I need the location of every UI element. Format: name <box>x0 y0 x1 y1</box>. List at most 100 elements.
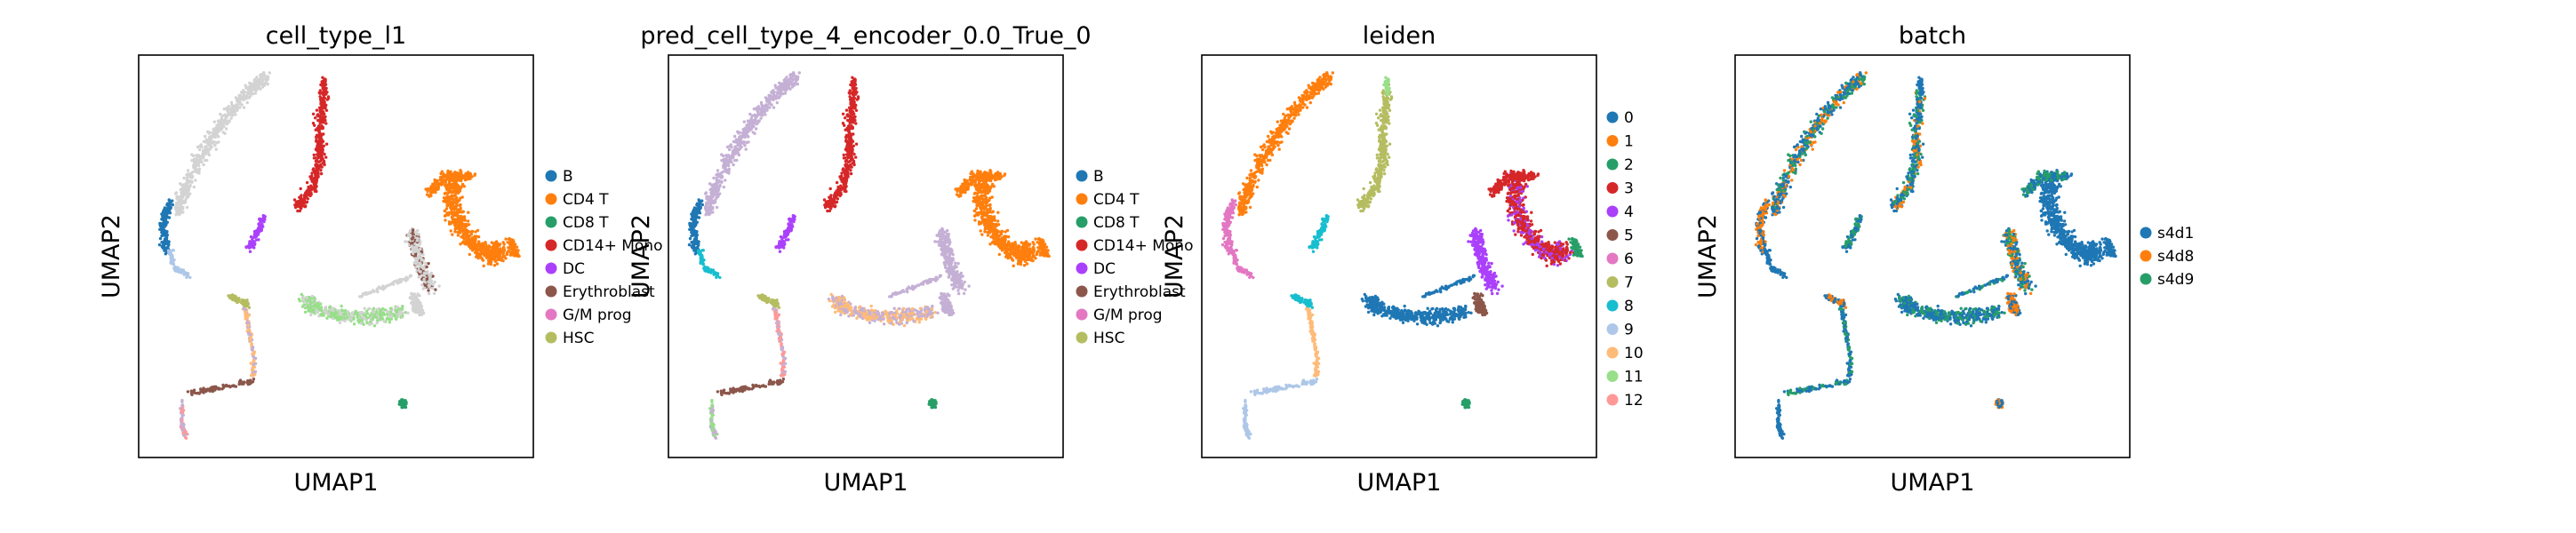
data-point <box>486 251 491 255</box>
data-point <box>782 78 786 83</box>
data-point <box>319 116 323 121</box>
data-point <box>352 317 356 321</box>
data-point <box>257 222 260 226</box>
data-point <box>416 238 420 243</box>
legend-marker <box>545 331 557 344</box>
data-point <box>176 268 180 273</box>
data-point <box>318 306 322 311</box>
data-point <box>788 81 792 85</box>
data-point <box>310 294 315 298</box>
data-point <box>380 312 385 315</box>
data-point <box>712 183 716 187</box>
data-point <box>311 168 315 171</box>
data-point <box>220 122 223 125</box>
data-point <box>186 390 190 394</box>
data-point <box>850 124 853 128</box>
data-point <box>705 210 708 214</box>
data-point <box>206 130 210 133</box>
data-point <box>772 106 776 109</box>
data-point <box>209 134 212 138</box>
data-point <box>225 107 228 110</box>
data-point <box>739 141 742 145</box>
data-point <box>370 290 373 294</box>
data-point <box>416 292 420 296</box>
data-point <box>836 187 840 191</box>
data-point <box>846 164 850 169</box>
data-point <box>831 204 835 208</box>
data-point <box>467 177 470 181</box>
data-point <box>167 216 172 219</box>
data-point <box>395 280 399 283</box>
data-point <box>425 277 429 281</box>
data-point <box>222 107 226 111</box>
data-point <box>440 170 444 173</box>
data-point <box>454 227 458 230</box>
data-point <box>250 342 253 346</box>
data-point <box>190 158 194 163</box>
data-point <box>415 232 420 236</box>
data-point <box>238 378 243 382</box>
data-point <box>192 154 196 158</box>
data-point <box>310 187 314 191</box>
data-point <box>169 256 172 260</box>
data-point <box>854 108 859 113</box>
data-point <box>194 179 197 182</box>
data-point <box>404 240 407 243</box>
data-point <box>324 306 327 310</box>
data-point <box>346 310 350 314</box>
data-point <box>796 83 799 86</box>
data-point <box>833 193 836 196</box>
data-point <box>696 243 700 247</box>
data-point <box>352 322 356 326</box>
data-point <box>775 100 779 105</box>
data-point <box>379 309 382 313</box>
data-point <box>387 310 390 314</box>
data-point <box>724 161 728 165</box>
data-point <box>253 372 257 377</box>
data-point <box>237 102 242 106</box>
data-point <box>399 401 403 405</box>
data-point <box>163 249 166 252</box>
data-point <box>724 179 727 182</box>
data-point <box>854 142 859 146</box>
data-point <box>470 239 474 243</box>
data-point <box>249 242 252 245</box>
data-point <box>700 203 704 207</box>
data-point <box>427 281 430 284</box>
data-point <box>254 235 258 239</box>
data-point <box>228 119 231 123</box>
data-point <box>234 385 238 388</box>
data-point <box>716 195 720 198</box>
data-point <box>783 84 788 88</box>
data-point <box>262 214 266 218</box>
data-point <box>447 203 452 206</box>
data-point <box>312 182 316 186</box>
data-point <box>410 291 413 296</box>
data-point <box>324 108 329 113</box>
data-point <box>254 238 259 242</box>
data-point <box>252 245 255 249</box>
data-point <box>844 159 848 163</box>
data-point <box>219 112 222 116</box>
data-point <box>429 194 433 198</box>
data-point <box>461 210 465 213</box>
data-point <box>828 195 833 200</box>
data-point <box>728 155 732 159</box>
data-point <box>319 169 323 172</box>
data-point <box>181 207 185 211</box>
data-point <box>383 308 387 312</box>
data-point <box>473 235 476 240</box>
data-point <box>414 296 418 300</box>
data-point <box>848 95 852 99</box>
data-point <box>307 309 310 313</box>
data-point <box>319 153 323 156</box>
data-point <box>338 321 342 324</box>
data-point <box>792 82 796 85</box>
data-point <box>694 236 698 240</box>
data-point <box>180 200 183 203</box>
data-point <box>319 144 324 147</box>
data-point <box>468 174 472 179</box>
data-point <box>215 140 219 145</box>
data-point <box>253 242 257 246</box>
